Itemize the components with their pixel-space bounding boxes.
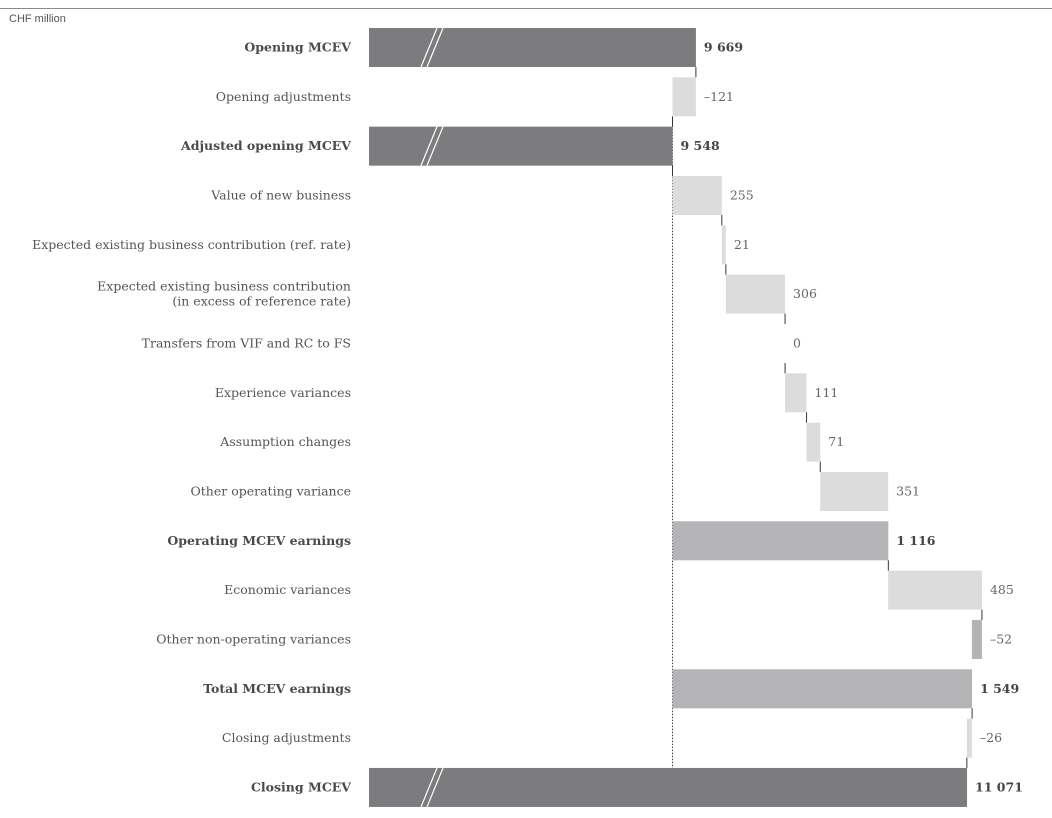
category-label: Adjusted opening MCEV [180, 138, 351, 153]
bar [785, 373, 807, 413]
bar [806, 422, 821, 462]
category-label: Expected existing business contribution [97, 279, 351, 294]
bar [725, 274, 786, 314]
category-label: Value of new business [210, 187, 351, 202]
axis-break-mark [420, 27, 438, 68]
category-label: Total MCEV earnings [203, 681, 351, 696]
bar [672, 521, 889, 561]
category-label: Opening adjustments [216, 89, 351, 104]
category-label: Assumption changes [219, 434, 351, 449]
value-label: 9 669 [704, 40, 743, 55]
category-label: Other non-operating variances [156, 631, 351, 646]
value-label: –52 [990, 631, 1012, 646]
value-label: 71 [828, 434, 844, 449]
bar [369, 126, 673, 166]
value-label: 306 [793, 286, 817, 301]
category-label: (in excess of reference rate) [172, 294, 351, 309]
value-label: 485 [990, 582, 1014, 597]
category-label: Experience variances [215, 385, 351, 400]
bar [369, 767, 968, 807]
value-label: 9 548 [681, 138, 720, 153]
category-label: Operating MCEV earnings [167, 533, 351, 548]
value-label: 21 [734, 237, 750, 252]
axis-break-mark [420, 767, 438, 808]
value-label: –121 [704, 89, 734, 104]
value-label: 255 [730, 187, 754, 202]
bar [672, 669, 973, 709]
axis-break-mark [426, 126, 444, 166]
bar [971, 619, 982, 659]
category-label: Closing MCEV [251, 779, 351, 794]
bar [672, 175, 722, 215]
axis-break-mark [426, 767, 444, 808]
category-label: Transfers from VIF and RC to FS [142, 335, 351, 350]
value-label: 11 071 [975, 779, 1023, 794]
category-label: Expected existing business contribution … [32, 237, 351, 252]
bar [888, 570, 982, 610]
category-label: Closing adjustments [222, 730, 351, 745]
category-label: Other operating variance [191, 483, 351, 498]
axis-break-mark [420, 126, 438, 166]
bar [369, 28, 696, 67]
bar [672, 77, 696, 117]
bar [820, 471, 889, 511]
value-label: 0 [793, 335, 801, 350]
value-label: 1 549 [980, 681, 1019, 696]
category-label: Opening MCEV [244, 40, 351, 55]
bar [966, 718, 972, 758]
value-label: 351 [896, 483, 920, 498]
top-rule [0, 8, 1052, 9]
axis-break-mark [426, 27, 444, 68]
value-label: 1 116 [896, 533, 935, 548]
unit-label: CHF million [9, 13, 66, 25]
category-label: Economic variances [224, 582, 351, 597]
value-label: –26 [980, 730, 1002, 745]
value-label: 111 [815, 385, 839, 400]
bar [721, 225, 726, 265]
